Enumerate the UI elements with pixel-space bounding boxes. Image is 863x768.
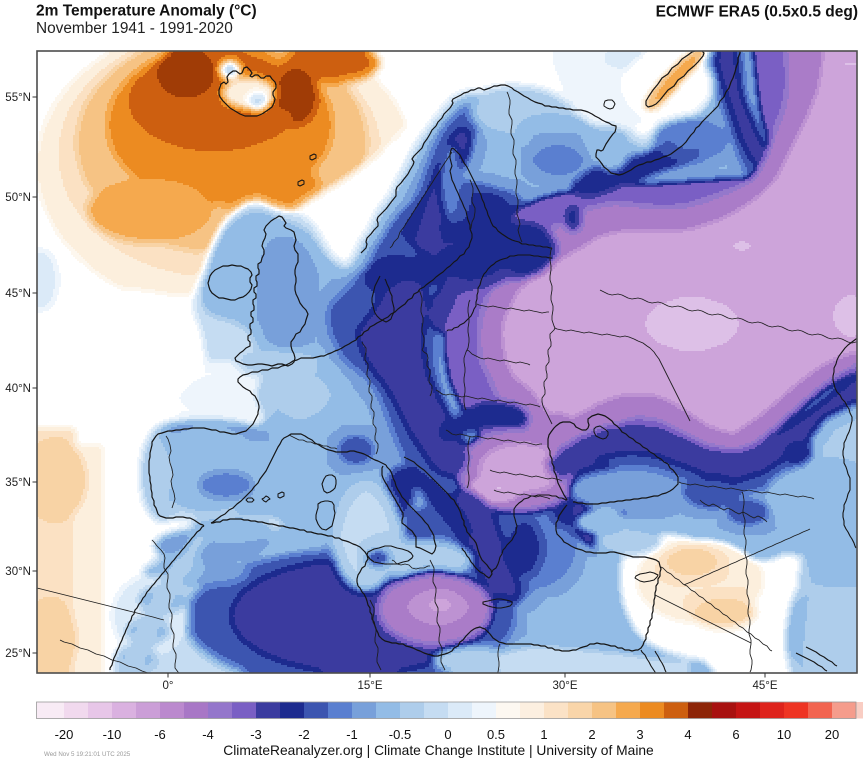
svg-text:6: 6 xyxy=(732,727,739,742)
svg-text:1: 1 xyxy=(540,727,547,742)
svg-text:Wed Nov 5 19:21:01 UTC 2025: Wed Nov 5 19:21:01 UTC 2025 xyxy=(44,751,131,758)
svg-text:2: 2 xyxy=(588,727,595,742)
svg-text:30°N: 30°N xyxy=(5,566,31,578)
svg-text:-6: -6 xyxy=(154,727,166,742)
svg-text:15°E: 15°E xyxy=(357,680,382,692)
svg-text:-4: -4 xyxy=(202,727,214,742)
svg-text:40°N: 40°N xyxy=(5,383,31,395)
svg-text:25°N: 25°N xyxy=(5,648,31,660)
svg-text:50°N: 50°N xyxy=(5,192,31,204)
svg-text:55°N: 55°N xyxy=(5,92,31,104)
svg-text:0: 0 xyxy=(444,727,451,742)
svg-text:2m Temperature Anomaly (°C): 2m Temperature Anomaly (°C) xyxy=(36,3,257,20)
svg-text:20: 20 xyxy=(825,727,839,742)
svg-text:10: 10 xyxy=(777,727,791,742)
svg-text:35°N: 35°N xyxy=(5,477,31,489)
svg-text:ClimateReanalyzer.org | Climat: ClimateReanalyzer.org | Climate Change I… xyxy=(223,743,654,758)
svg-text:-0.5: -0.5 xyxy=(389,727,411,742)
svg-text:45°E: 45°E xyxy=(752,680,777,692)
svg-text:November 1941 - 1991-2020: November 1941 - 1991-2020 xyxy=(36,20,233,37)
svg-text:3: 3 xyxy=(636,727,643,742)
svg-text:0°: 0° xyxy=(163,680,174,692)
svg-text:ECMWF ERA5 (0.5x0.5 deg): ECMWF ERA5 (0.5x0.5 deg) xyxy=(656,4,858,21)
svg-text:-1: -1 xyxy=(346,727,358,742)
svg-text:4: 4 xyxy=(684,727,691,742)
svg-text:0.5: 0.5 xyxy=(487,727,505,742)
svg-text:-10: -10 xyxy=(103,727,122,742)
svg-text:-20: -20 xyxy=(55,727,74,742)
svg-text:-3: -3 xyxy=(250,727,262,742)
svg-text:45°N: 45°N xyxy=(5,288,31,300)
svg-text:30°E: 30°E xyxy=(552,680,577,692)
svg-text:-2: -2 xyxy=(298,727,310,742)
